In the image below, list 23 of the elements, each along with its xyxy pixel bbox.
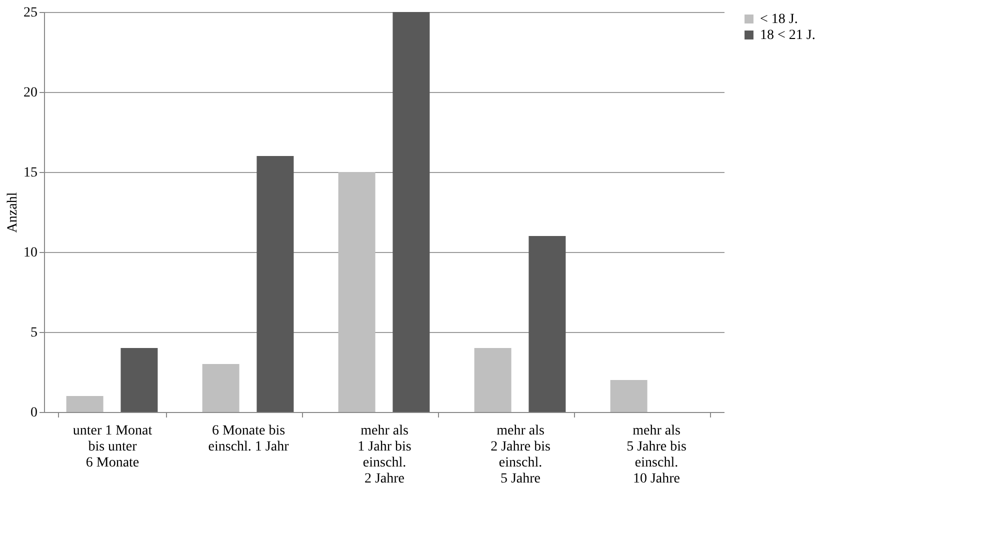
- bar: [392, 12, 430, 412]
- bar: [256, 156, 294, 412]
- bar: [528, 236, 566, 412]
- bar: [202, 364, 240, 412]
- bar: [338, 172, 376, 412]
- x-tick-label: mehr als 5 Jahre bis einschl. 10 Jahre: [626, 424, 686, 486]
- y-tick-label: 10: [24, 246, 38, 260]
- x-tick-label: mehr als 1 Jahr bis einschl. 2 Jahre: [358, 424, 412, 486]
- y-tick-label: 0: [30, 406, 38, 420]
- bar: [474, 348, 512, 412]
- y-tick-label: 20: [24, 86, 38, 100]
- x-tick-label: unter 1 Monat bis unter 6 Monate: [72, 424, 152, 470]
- legend-label: < 18 J.: [760, 12, 798, 27]
- bar: [120, 348, 158, 412]
- bar: [610, 380, 648, 412]
- y-axis-title: Anzahl: [6, 192, 20, 233]
- y-tick-label: 25: [24, 6, 38, 20]
- y-tick-label: 15: [24, 166, 38, 180]
- x-tick-label: 6 Monate bis einschl. 1 Jahr: [208, 424, 290, 454]
- bar: [66, 396, 104, 412]
- y-tick-label: 5: [30, 326, 38, 340]
- legend-label: 18 < 21 J.: [760, 28, 816, 43]
- x-tick-label: mehr als 2 Jahre bis einschl. 5 Jahre: [490, 424, 550, 486]
